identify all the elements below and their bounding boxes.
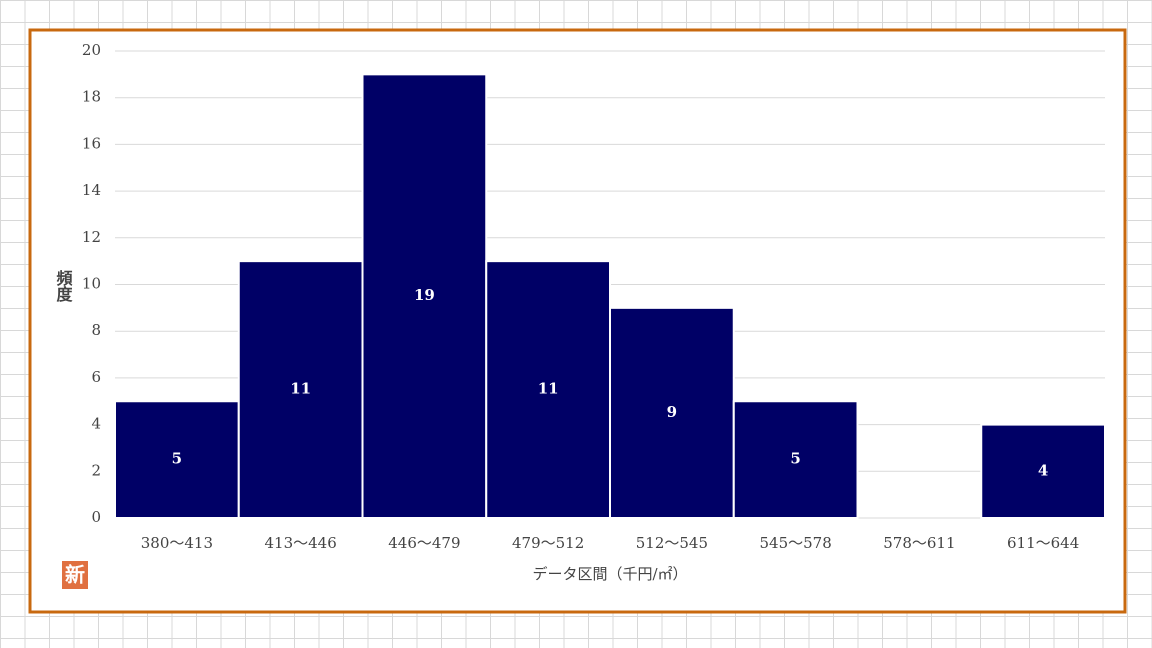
x-tick-label: 545〜578	[759, 534, 831, 552]
x-tick-label: 446〜479	[388, 534, 460, 552]
x-tick-label: 611〜644	[1007, 534, 1079, 552]
bar	[485, 260, 611, 519]
y-tick-label: 0	[91, 508, 101, 526]
x-tick-label: 413〜446	[264, 534, 336, 552]
value-label: 11	[538, 380, 559, 398]
value-label: 5	[790, 450, 800, 468]
bar	[732, 400, 859, 519]
y-tick-label: 6	[91, 368, 101, 386]
y-axis-label: 頻度	[54, 269, 73, 303]
x-tick-label: 578〜611	[883, 534, 955, 552]
y-tick-label: 14	[82, 181, 101, 199]
y-tick-label: 16	[82, 134, 101, 152]
y-tick-label: 4	[91, 415, 101, 433]
y-tick-label: 12	[82, 228, 101, 246]
x-tick-label: 380〜413	[141, 534, 213, 552]
bar	[980, 423, 1106, 520]
bar	[237, 260, 364, 519]
y-tick-label: 8	[91, 321, 101, 339]
badge: 新	[65, 563, 85, 587]
value-label: 5	[172, 450, 182, 468]
x-tick-label: 512〜545	[636, 534, 708, 552]
value-label: 4	[1038, 461, 1048, 479]
y-tick-label: 20	[82, 41, 101, 59]
y-tick-label: 2	[91, 461, 101, 479]
value-label: 19	[414, 286, 435, 304]
x-axis-label: データ区間（千円/㎡）	[532, 565, 687, 583]
y-tick-label: 18	[82, 88, 101, 106]
x-tick-label: 479〜512	[512, 534, 584, 552]
badge-box	[62, 561, 88, 589]
y-tick-label: 10	[82, 275, 101, 293]
bar	[609, 306, 735, 519]
value-label: 9	[667, 403, 677, 421]
value-label: 11	[290, 380, 311, 398]
